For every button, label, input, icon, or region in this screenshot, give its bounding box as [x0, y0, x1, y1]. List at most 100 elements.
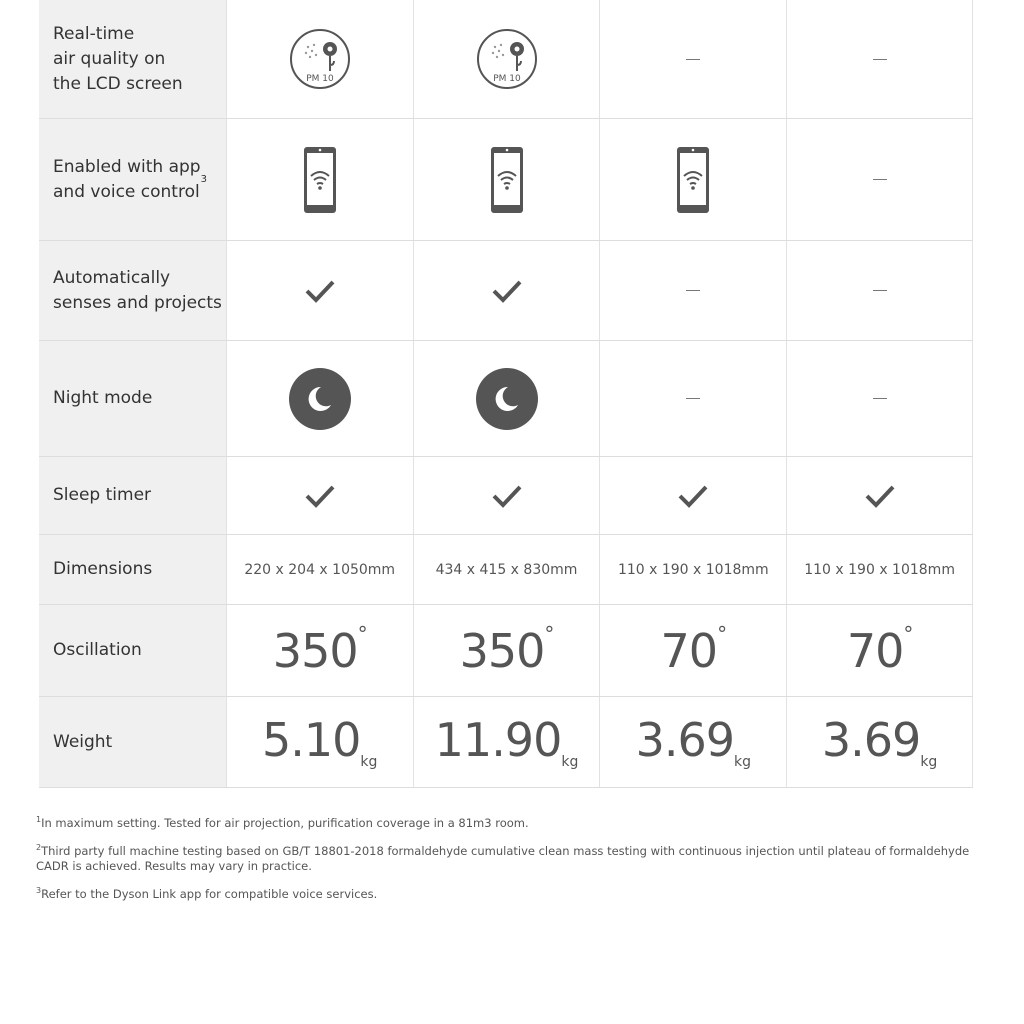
- dimension-cell: 110 x 190 x 1018mm: [786, 535, 973, 604]
- value-number: 3.69: [821, 713, 921, 768]
- check-icon: [786, 457, 973, 534]
- not-available-dash: [686, 290, 701, 291]
- not-available-dash: [872, 398, 887, 399]
- row-label: Automatically senses and projects: [39, 241, 226, 340]
- cell-not-available: [786, 0, 973, 118]
- row-label: Dimensions: [39, 535, 226, 604]
- pm10-label: PM 10: [493, 74, 521, 84]
- phone-icon: [225, 119, 413, 240]
- value-number: 11.90: [434, 713, 563, 768]
- value-unit: °: [717, 621, 727, 646]
- row-label-text: Real-time air quality on the LCD screen: [53, 23, 183, 94]
- value: 70°: [660, 621, 728, 678]
- moon-icon: [225, 341, 413, 456]
- table-row: Automatically senses and projects: [39, 241, 973, 341]
- table-row: Weight 5.10kg 11.90kg 3.69kg 3.69kg: [39, 697, 973, 788]
- not-available-dash: [872, 290, 887, 291]
- value-cell: 350°: [225, 605, 413, 696]
- cell-not-available: [786, 341, 973, 456]
- value-number: 350: [272, 623, 359, 678]
- footnote: 3Refer to the Dyson Link app for compati…: [36, 883, 986, 902]
- dimension-cell: 434 x 415 x 830mm: [412, 535, 600, 604]
- row-label-text: Enabled with app and voice control: [53, 156, 201, 202]
- phone-icon: [412, 119, 600, 240]
- pm10-label: PM 10: [306, 74, 334, 84]
- check-icon: [225, 457, 413, 534]
- value: 11.90kg: [435, 713, 579, 770]
- value: 70°: [846, 621, 914, 678]
- check-icon: [599, 457, 786, 534]
- footnote-text: Refer to the Dyson Link app for compatib…: [41, 886, 378, 901]
- value-number: 70: [846, 623, 905, 678]
- value-unit: kg: [734, 754, 752, 771]
- footnote-number: 3: [36, 885, 42, 895]
- value-cell: 3.69kg: [786, 697, 973, 787]
- value: 350°: [272, 621, 368, 678]
- table-row: Real-time air quality on the LCD screen P…: [39, 0, 973, 119]
- value: 350°: [459, 621, 555, 678]
- value-cell: 70°: [599, 605, 786, 696]
- value-number: 70: [660, 623, 719, 678]
- row-label-text: Oscillation: [53, 640, 142, 660]
- row-label-text: Weight: [53, 731, 113, 752]
- row-label: Weight: [39, 697, 226, 787]
- pm10-icon: PM 10: [412, 0, 600, 118]
- check-icon: [412, 241, 600, 340]
- not-available-dash: [872, 179, 887, 180]
- cell-not-available: [786, 119, 973, 240]
- row-label: Real-time air quality on the LCD screen: [39, 0, 226, 118]
- footnotes: 1In maximum setting. Tested for air proj…: [36, 812, 986, 910]
- value-number: 3.69: [635, 713, 735, 768]
- table-row: Night mode: [39, 341, 973, 457]
- cell-not-available: [599, 341, 786, 456]
- not-available-dash: [872, 58, 887, 60]
- cell-not-available: [599, 241, 786, 340]
- value-cell: 5.10kg: [225, 697, 413, 787]
- value-cell: 11.90kg: [412, 697, 600, 787]
- value-cell: 350°: [412, 605, 600, 696]
- row-label: Oscillation: [39, 605, 226, 696]
- value-unit: kg: [920, 754, 938, 771]
- value-unit: kg: [561, 754, 579, 771]
- row-label: Enabled with app and voice control 3: [39, 119, 226, 240]
- table-row: Enabled with app and voice control 3: [39, 119, 973, 241]
- not-available-dash: [686, 398, 701, 399]
- value-unit: °: [903, 621, 913, 646]
- footnote: 2Third party full machine testing based …: [36, 840, 986, 874]
- check-icon: [225, 241, 413, 340]
- dimension-value: 110 x 190 x 1018mm: [617, 561, 769, 578]
- footnote-text: Third party full machine testing based o…: [36, 843, 970, 873]
- comparison-table: Real-time air quality on the LCD screen P…: [39, 0, 973, 788]
- cell-not-available: [599, 0, 786, 118]
- value: 5.10kg: [262, 713, 377, 770]
- value-unit: °: [357, 621, 368, 646]
- row-label: Sleep timer: [39, 457, 226, 534]
- row-label-text: Sleep timer: [53, 485, 152, 505]
- table-row: Oscillation 350° 350° 70° 70°: [39, 605, 973, 697]
- value-number: 350: [459, 623, 546, 678]
- value-cell: 3.69kg: [599, 697, 786, 787]
- not-available-dash: [686, 58, 701, 60]
- value-number: 5.10: [262, 713, 361, 768]
- value: 3.69kg: [636, 713, 751, 770]
- dimension-value: 110 x 190 x 1018mm: [804, 561, 955, 578]
- value-unit: °: [544, 621, 554, 646]
- value: 3.69kg: [822, 713, 937, 770]
- value-cell: 70°: [786, 605, 973, 696]
- dimension-cell: 110 x 190 x 1018mm: [599, 535, 786, 604]
- moon-icon: [412, 341, 600, 456]
- dimension-cell: 220 x 204 x 1050mm: [225, 535, 413, 604]
- footnote-number: 2: [36, 842, 42, 852]
- table-row: Dimensions 220 x 204 x 1050mm 434 x 415 x …: [39, 535, 973, 605]
- check-icon: [412, 457, 600, 534]
- row-label-text: Dimensions: [53, 559, 153, 579]
- row-label: Night mode: [39, 341, 226, 456]
- pm10-icon: PM 10: [225, 0, 413, 118]
- cell-not-available: [786, 241, 973, 340]
- phone-icon: [599, 119, 786, 240]
- value-unit: kg: [360, 754, 378, 771]
- dimension-value: 220 x 204 x 1050mm: [244, 561, 396, 578]
- dimension-value: 434 x 415 x 830mm: [435, 561, 578, 578]
- row-label-text: Night mode: [53, 388, 153, 408]
- footnote-text: In maximum setting. Tested for air proje…: [41, 815, 529, 830]
